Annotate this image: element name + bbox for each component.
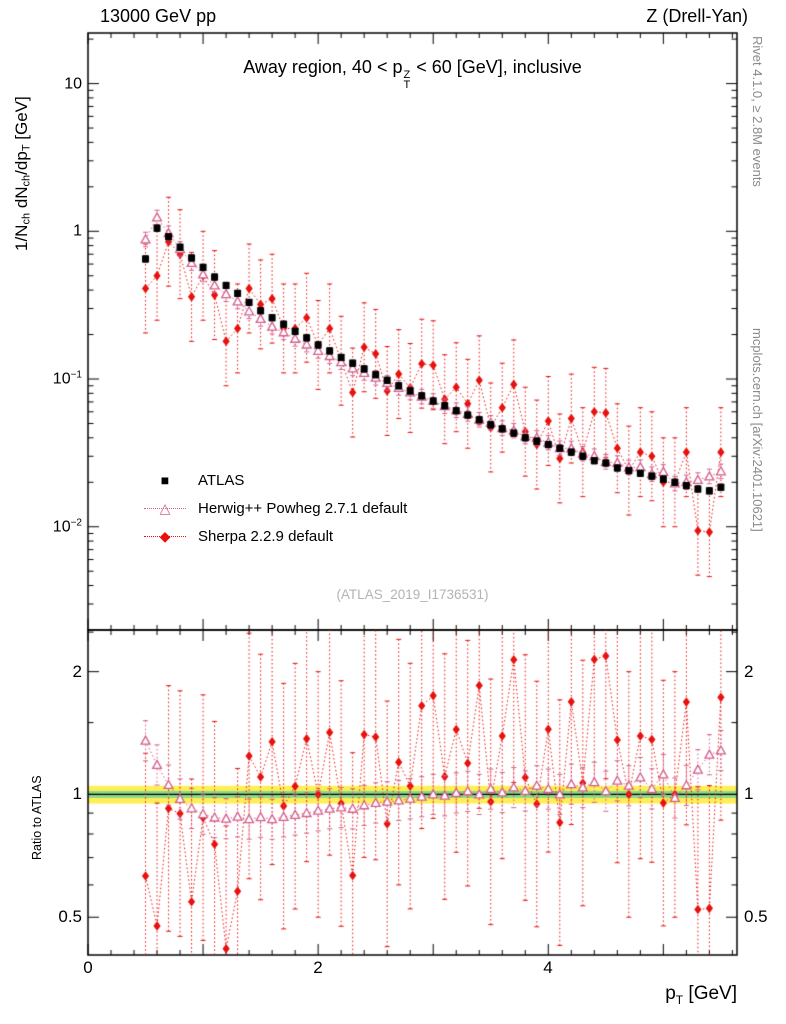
- ratio-tick-right-0p5: 0.5: [744, 907, 768, 926]
- analysis-id-watermark: (ATLAS_2019_I1736531): [336, 587, 489, 602]
- header-beam-label: 13000 GeV pp: [100, 6, 217, 26]
- x-axis-title: pT [GeV]: [597, 983, 737, 1007]
- y-tick-exp: −1: [70, 369, 82, 381]
- y-tick-base: 1: [73, 222, 82, 240]
- x-tick-label-2: 2: [313, 958, 323, 977]
- x-axis-title-sub: T: [675, 992, 684, 1007]
- legend-line: [144, 536, 186, 537]
- y-axis-title-sub: ch: [20, 174, 33, 187]
- legend-item-herwig: △ Herwig++ Powheg 2.7.1 default: [142, 494, 407, 522]
- y-axis-title-part: [GeV]: [12, 96, 31, 145]
- y-tick-base: 10: [52, 518, 71, 536]
- x-tick-label-0: 0: [83, 958, 93, 977]
- y-axis-title-part: dN: [12, 186, 31, 213]
- x-axis-title-part: p: [665, 983, 676, 1004]
- y-axis-title-part: /dp: [12, 151, 31, 175]
- legend-glyph: ◆: [159, 527, 171, 544]
- x-tick-label-4: 4: [543, 958, 553, 977]
- panel-title-sup: Z: [403, 69, 411, 81]
- header-process-label: Z (Drell-Yan): [646, 6, 748, 26]
- legend: ■ ATLAS △ Herwig++ Powheg 2.7.1 default …: [142, 466, 407, 550]
- legend-label: ATLAS: [198, 471, 245, 489]
- y-tick-label-10: 10: [18, 74, 82, 93]
- y-tick-label-1e-2: 10−2: [18, 517, 82, 536]
- panel-title-sub: T: [403, 79, 411, 91]
- mcplots-arxiv-note: mcplots.cern.ch [arXiv:2401.10621]: [750, 328, 765, 532]
- diamond-marker-icon: ◆: [142, 528, 188, 545]
- y-axis-title-sub: T: [20, 144, 33, 152]
- y-tick-label-1: 1: [18, 221, 82, 240]
- legend-glyph: △: [159, 499, 171, 516]
- ratio-tick-left-1: 1: [72, 784, 82, 803]
- legend-line: [144, 508, 186, 509]
- y-axis-title: 1/Nch dNch/dpT [GeV]: [12, 36, 32, 251]
- y-tick-label-1e-1: 10−1: [18, 369, 82, 388]
- y-tick-base: 10: [52, 370, 71, 388]
- square-marker-icon: ■: [142, 472, 188, 489]
- ratio-tick-left-2: 2: [72, 662, 82, 681]
- legend-label: Sherpa 2.2.9 default: [198, 527, 334, 545]
- panel-title-post: < 60 [GeV], inclusive: [411, 57, 582, 77]
- ratio-tick-right-2: 2: [744, 662, 754, 681]
- legend-item-atlas: ■ ATLAS: [142, 466, 407, 494]
- panel-title-pre: Away region, 40 < p: [243, 57, 403, 77]
- triangle-marker-icon: △: [142, 500, 188, 517]
- legend-item-sherpa: ◆ Sherpa 2.2.9 default: [142, 522, 407, 550]
- y-tick-exp: −2: [70, 517, 82, 529]
- y-tick-base: 10: [64, 75, 82, 93]
- ratio-tick-right-1: 1: [744, 784, 754, 803]
- x-axis-title-part: [GeV]: [683, 983, 737, 1004]
- legend-label: Herwig++ Powheg 2.7.1 default: [198, 499, 408, 517]
- rivet-version-note: Rivet 4.1.0, ≥ 2.8M events: [750, 36, 765, 187]
- legend-glyph: ■: [160, 471, 170, 488]
- ratio-tick-left-0p5: 0.5: [58, 907, 82, 926]
